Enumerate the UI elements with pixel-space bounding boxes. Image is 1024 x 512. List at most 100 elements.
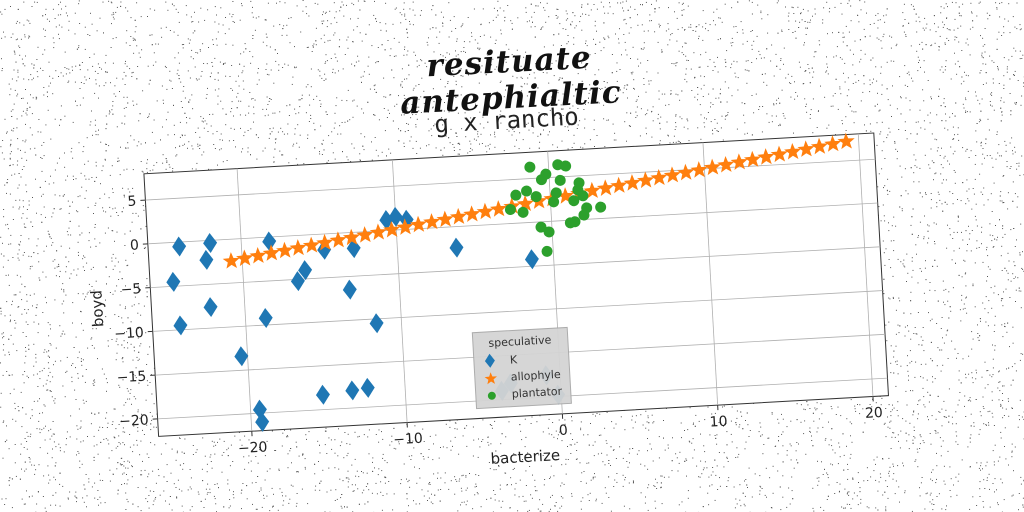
k-point bbox=[255, 411, 270, 432]
allophyle-point bbox=[276, 241, 294, 259]
axis-ticks: −20 −10 0 10 20 −20 −15 −10 −5 0 5 bbox=[114, 194, 884, 457]
allophyle-point bbox=[663, 166, 681, 183]
allophyle-point bbox=[650, 168, 668, 186]
plantator-point bbox=[510, 189, 522, 201]
allophyle-point bbox=[730, 153, 748, 170]
y-tick-label: −15 bbox=[116, 369, 146, 387]
k-point bbox=[290, 271, 305, 292]
allophyle-point bbox=[516, 194, 534, 212]
k-point bbox=[379, 209, 394, 230]
data-series bbox=[166, 132, 855, 432]
k-point bbox=[315, 384, 330, 405]
legend-box bbox=[471, 326, 572, 410]
x-gridline bbox=[702, 142, 719, 406]
allophyle-point bbox=[837, 132, 855, 150]
allophyle-point bbox=[396, 218, 414, 235]
allophyle-point bbox=[583, 181, 601, 199]
k-point bbox=[173, 315, 188, 336]
y-tick-label: −10 bbox=[114, 325, 144, 343]
chart-frame: −20 −10 0 10 20 −20 −15 −10 −5 0 5 bbox=[114, 132, 889, 457]
plantator-point bbox=[550, 187, 562, 199]
allophyle-point bbox=[703, 158, 721, 176]
x-tick-label: −20 bbox=[238, 439, 268, 457]
y-gridline bbox=[150, 246, 881, 289]
allophyle-point bbox=[463, 205, 481, 222]
y-gridline bbox=[152, 290, 883, 332]
allophyle-point bbox=[610, 176, 628, 194]
k-point bbox=[345, 380, 360, 401]
allophyle-point bbox=[356, 226, 374, 243]
allophyle-point bbox=[342, 228, 361, 246]
k-point bbox=[524, 249, 539, 270]
allophyle-point bbox=[423, 213, 441, 230]
k-point bbox=[166, 271, 181, 292]
plantator-point bbox=[504, 204, 516, 216]
allophyle-point bbox=[810, 137, 828, 155]
legend-title: speculative bbox=[488, 333, 552, 350]
k-point bbox=[203, 233, 218, 253]
allophyle-point bbox=[262, 244, 280, 261]
k-point bbox=[203, 297, 218, 318]
k-point bbox=[449, 237, 464, 258]
allophyle-point bbox=[329, 231, 347, 248]
plantator-point bbox=[595, 201, 607, 213]
allophyle-point bbox=[623, 174, 641, 191]
plot-area bbox=[143, 132, 889, 437]
x-gridline bbox=[236, 168, 253, 432]
plantator-point bbox=[540, 168, 552, 180]
allophyle-point bbox=[743, 150, 762, 168]
y-tick-label: −20 bbox=[119, 412, 149, 430]
allophyle-point bbox=[784, 142, 802, 160]
x-tick-label: 20 bbox=[865, 405, 884, 422]
x-tick-label: 0 bbox=[558, 423, 568, 439]
k-point bbox=[369, 313, 384, 334]
allophyle-point bbox=[409, 215, 427, 233]
plantator-point bbox=[560, 160, 572, 172]
allophyle-point bbox=[369, 223, 387, 241]
y-tick-label: 5 bbox=[127, 194, 137, 210]
allophyle-point bbox=[302, 236, 320, 254]
x-tick-label: −10 bbox=[393, 431, 423, 449]
x-axis-label: bacterize bbox=[490, 446, 560, 468]
k-point bbox=[199, 249, 214, 270]
allophyle-point bbox=[757, 148, 775, 165]
plantator-point bbox=[554, 174, 566, 186]
allophyle-point bbox=[236, 249, 254, 267]
y-tick-label: −5 bbox=[120, 281, 142, 298]
legend-label-allophyle: allophyle bbox=[510, 368, 561, 384]
allophyle-point bbox=[596, 179, 614, 196]
k-point bbox=[298, 260, 313, 281]
allophyle-point bbox=[316, 233, 334, 251]
allophyle-point bbox=[490, 200, 508, 217]
allophyle-point bbox=[824, 135, 842, 152]
allophyle-point bbox=[383, 220, 401, 238]
allophyle-point bbox=[677, 163, 695, 181]
plantator-point bbox=[543, 226, 555, 238]
chart-title: g x rancho bbox=[434, 102, 580, 138]
plantator-point bbox=[535, 221, 547, 233]
legend-label-k: K bbox=[510, 353, 519, 366]
k-point bbox=[360, 377, 375, 398]
k-point bbox=[234, 346, 249, 367]
legend-label-plantator: plantator bbox=[511, 385, 562, 401]
allophyle-point bbox=[770, 145, 788, 163]
allophyle-point bbox=[249, 246, 267, 264]
plantator-point bbox=[541, 245, 553, 257]
legend: speculative K allophyle plantator bbox=[471, 326, 572, 410]
plantator-point bbox=[517, 206, 529, 218]
plantator-point bbox=[568, 195, 580, 207]
x-gridline bbox=[391, 159, 408, 423]
plantator-point bbox=[530, 191, 542, 203]
allophyle-point bbox=[690, 161, 708, 178]
k-point bbox=[262, 231, 277, 252]
allophyle-point bbox=[797, 140, 815, 157]
allophyle-point bbox=[436, 210, 454, 228]
legend-marker-plantator bbox=[487, 391, 496, 400]
k-point bbox=[388, 206, 403, 227]
plantator-point bbox=[524, 161, 536, 173]
k-point bbox=[258, 308, 273, 329]
k-point bbox=[342, 279, 357, 300]
plantator-point bbox=[548, 196, 560, 208]
legend-marker-k bbox=[484, 353, 495, 368]
